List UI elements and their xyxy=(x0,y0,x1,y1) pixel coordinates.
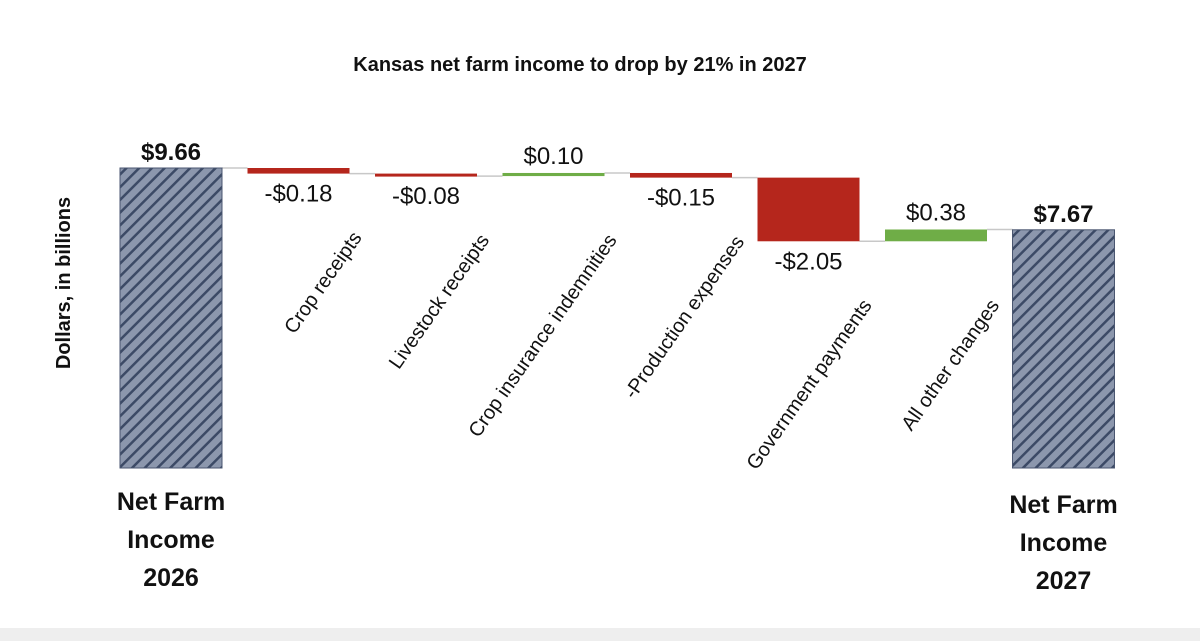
category-label-1-line-2: Income xyxy=(127,526,215,554)
value-label-6: -$2.05 xyxy=(774,248,842,275)
value-label-2: -$0.18 xyxy=(264,181,332,208)
bar-3 xyxy=(375,173,477,177)
bar-5 xyxy=(630,172,732,178)
category-label-crop-receipts: Crop receipts xyxy=(280,228,366,338)
category-label-crop-insurance-indemnities: Crop insurance indemnities xyxy=(465,230,622,441)
bar-7 xyxy=(885,229,987,242)
value-label-5: -$0.15 xyxy=(647,185,715,212)
y-axis-label: Dollars, in billions xyxy=(53,197,75,369)
category-label-production-expenses: -Production expenses xyxy=(620,232,749,403)
category-label-8-line-1: Net Farm xyxy=(1009,491,1117,519)
category-label-8-line-3: 2027 xyxy=(1036,567,1092,595)
value-label-3: -$0.08 xyxy=(392,183,460,210)
category-label-all-other-changes: All other changes xyxy=(897,296,1004,435)
value-label-1: $9.66 xyxy=(141,139,201,166)
category-label-government-payments: Government payments xyxy=(743,296,877,474)
bar-8 xyxy=(1012,229,1115,469)
chart-title: Kansas net farm income to drop by 21% in… xyxy=(353,54,806,76)
bottom-strip xyxy=(0,628,1200,641)
bar-6 xyxy=(757,177,860,242)
category-label-1-line-3: 2026 xyxy=(143,564,199,592)
connector-lines xyxy=(222,167,1013,243)
category-labels: Net Farm Income 2026 Crop receipts Livestock… xyxy=(117,228,1118,595)
bar-1 xyxy=(119,167,223,469)
value-label-4: $0.10 xyxy=(523,143,583,170)
value-label-8: $7.67 xyxy=(1033,201,1093,228)
category-label-8-line-2: Income xyxy=(1020,529,1108,557)
category-label-livestock-receipts: Livestock receipts xyxy=(385,230,494,373)
bar-4 xyxy=(502,172,605,177)
data-labels: $9.66 -$0.18 -$0.08 $0.10 -$0.15 -$2.05 $0.38 $… xyxy=(141,139,1094,275)
bars xyxy=(119,167,1115,469)
category-label-1-line-1: Net Farm xyxy=(117,488,225,516)
value-label-7: $0.38 xyxy=(906,199,966,226)
bar-2 xyxy=(247,168,350,174)
